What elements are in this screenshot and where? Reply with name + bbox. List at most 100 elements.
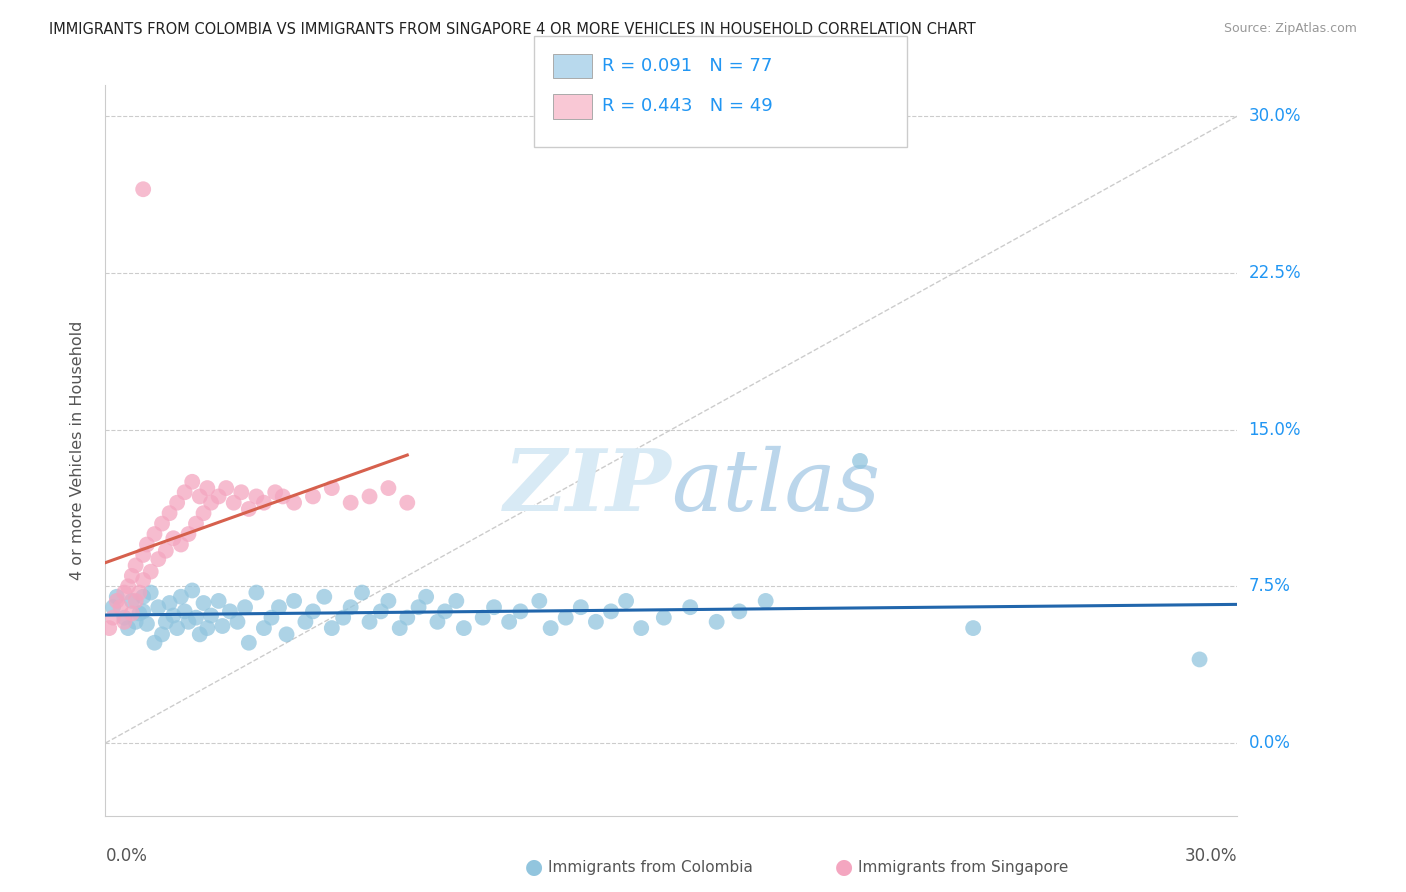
Point xyxy=(302,490,325,504)
Point xyxy=(128,607,150,621)
Point xyxy=(200,496,222,510)
Point xyxy=(155,543,177,558)
Point xyxy=(132,182,155,196)
Point xyxy=(143,636,166,650)
Point xyxy=(148,600,170,615)
Point xyxy=(267,600,290,615)
Point xyxy=(193,506,215,520)
Point xyxy=(195,621,218,635)
Text: ●: ● xyxy=(526,857,543,877)
Point xyxy=(173,604,195,618)
Point xyxy=(321,621,343,635)
Point xyxy=(849,454,872,468)
Point xyxy=(339,600,361,615)
Point xyxy=(554,610,576,624)
Point xyxy=(446,594,468,608)
Point xyxy=(529,594,551,608)
Point xyxy=(195,481,218,495)
Point xyxy=(121,569,143,583)
Point xyxy=(112,585,135,599)
Point xyxy=(600,604,623,618)
Point xyxy=(121,607,143,621)
Point xyxy=(482,600,505,615)
Point xyxy=(314,590,336,604)
Point xyxy=(173,485,195,500)
Point xyxy=(162,531,184,545)
Point xyxy=(132,590,155,604)
Point xyxy=(110,600,132,615)
Point xyxy=(614,594,637,608)
Point xyxy=(117,621,139,635)
Point xyxy=(159,596,181,610)
Text: 0.0%: 0.0% xyxy=(105,847,148,864)
Point xyxy=(184,610,207,624)
Point xyxy=(388,621,411,635)
Point xyxy=(188,490,211,504)
Point xyxy=(219,604,242,618)
Point xyxy=(321,481,343,495)
Point xyxy=(150,516,173,531)
Point xyxy=(370,604,392,618)
Point xyxy=(162,608,184,623)
Text: 30.0%: 30.0% xyxy=(1249,107,1301,125)
Point xyxy=(253,621,276,635)
Point xyxy=(332,610,354,624)
Point xyxy=(509,604,531,618)
Point xyxy=(264,485,287,500)
Point xyxy=(396,610,419,624)
Point xyxy=(585,615,607,629)
Point xyxy=(283,496,305,510)
Point xyxy=(302,604,325,618)
Point xyxy=(136,616,159,631)
Point xyxy=(211,619,233,633)
Text: ●: ● xyxy=(835,857,852,877)
Point xyxy=(105,594,128,608)
Point xyxy=(136,537,159,551)
Point xyxy=(408,600,430,615)
Point xyxy=(139,565,162,579)
Point xyxy=(652,610,675,624)
Point xyxy=(98,621,121,635)
Point xyxy=(706,615,728,629)
Point xyxy=(208,490,231,504)
Point xyxy=(170,590,193,604)
Text: Immigrants from Singapore: Immigrants from Singapore xyxy=(858,860,1069,874)
Point xyxy=(181,583,204,598)
Point xyxy=(453,621,475,635)
Point xyxy=(1188,652,1211,666)
Text: IMMIGRANTS FROM COLOMBIA VS IMMIGRANTS FROM SINGAPORE 4 OR MORE VEHICLES IN HOUS: IMMIGRANTS FROM COLOMBIA VS IMMIGRANTS F… xyxy=(49,22,976,37)
Point xyxy=(471,610,494,624)
Point xyxy=(350,585,373,599)
Text: atlas: atlas xyxy=(672,446,880,528)
Point xyxy=(139,585,162,599)
Point xyxy=(294,615,316,629)
Point xyxy=(271,490,294,504)
Text: R = 0.091   N = 77: R = 0.091 N = 77 xyxy=(602,57,772,75)
Point xyxy=(155,615,177,629)
Point xyxy=(540,621,562,635)
Point xyxy=(260,610,283,624)
Point xyxy=(215,481,238,495)
Point xyxy=(962,621,984,635)
Point xyxy=(222,496,245,510)
Text: R = 0.443   N = 49: R = 0.443 N = 49 xyxy=(602,97,772,115)
Point xyxy=(200,608,222,623)
Text: 7.5%: 7.5% xyxy=(1249,577,1291,595)
Point xyxy=(112,610,135,624)
Point xyxy=(105,590,128,604)
Text: ZIP: ZIP xyxy=(503,445,672,529)
Point xyxy=(193,596,215,610)
Text: Immigrants from Colombia: Immigrants from Colombia xyxy=(548,860,754,874)
Y-axis label: 4 or more Vehicles in Household: 4 or more Vehicles in Household xyxy=(70,321,84,580)
Point xyxy=(238,502,260,516)
Point xyxy=(101,610,124,624)
Point xyxy=(630,621,652,635)
Point xyxy=(396,496,419,510)
Point xyxy=(124,615,146,629)
Point xyxy=(188,627,211,641)
Point xyxy=(128,585,150,599)
Point xyxy=(117,579,139,593)
Point xyxy=(177,527,200,541)
Point xyxy=(132,548,155,562)
Point xyxy=(112,615,135,629)
